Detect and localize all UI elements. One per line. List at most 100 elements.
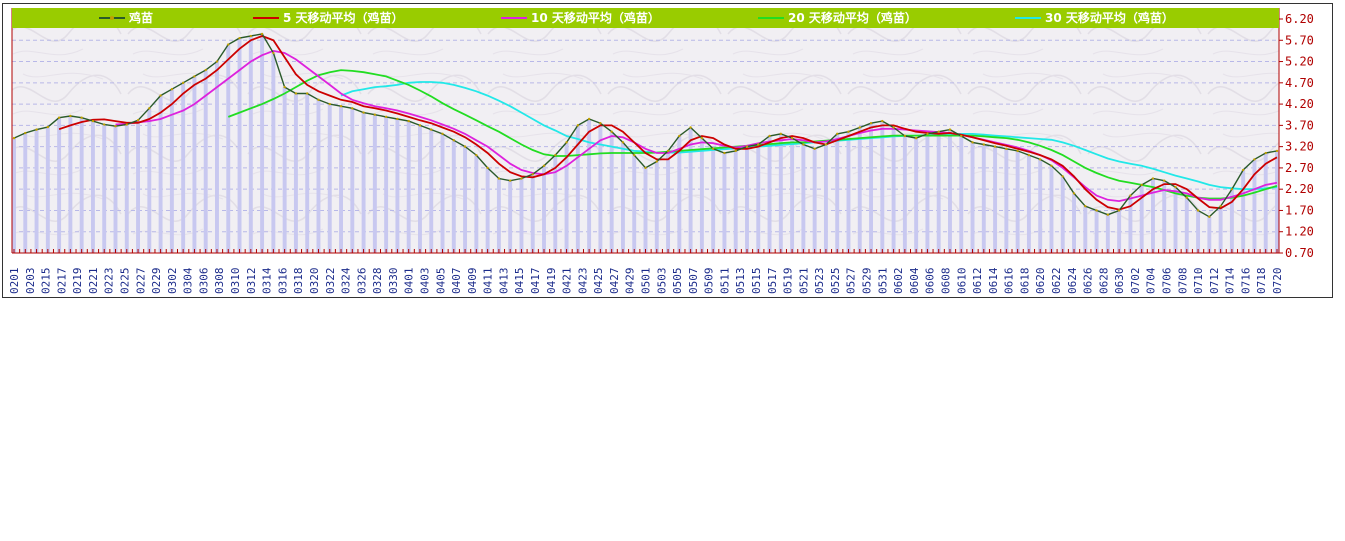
series-line-ma5: [58, 35, 1278, 211]
price-bar: [835, 133, 840, 253]
price-bar: [215, 61, 219, 253]
x-tick-label: 0318: [292, 268, 305, 295]
y-tick-label: 6.20: [1285, 12, 1314, 26]
price-bar: [68, 116, 73, 254]
price-bar: [1117, 210, 1122, 253]
price-bar: [418, 125, 422, 253]
price-bar: [722, 153, 727, 253]
x-tick-label: 0203: [24, 268, 37, 295]
x-tick-label: 0712: [1208, 268, 1221, 295]
price-point: [170, 88, 174, 91]
price-point: [103, 123, 106, 126]
price-bar: [57, 117, 62, 254]
price-point: [565, 141, 568, 144]
price-bar: [316, 99, 321, 253]
price-point: [1275, 149, 1279, 153]
price-point: [745, 145, 749, 148]
price-bar: [1060, 176, 1065, 253]
price-bar: [203, 70, 208, 254]
price-bar: [440, 133, 445, 253]
price-point: [317, 98, 320, 102]
x-tick-label: 0523: [813, 268, 826, 295]
x-tick-label: 0421: [561, 268, 574, 295]
x-tick-label: 0513: [734, 268, 747, 295]
price-point: [114, 125, 117, 128]
price-point: [881, 119, 884, 123]
price-bar: [643, 167, 648, 253]
x-tick-label: 0407: [450, 268, 463, 295]
price-bar: [598, 123, 603, 254]
price-point: [960, 134, 963, 138]
x-tick-label: 0324: [340, 267, 353, 294]
series-line-ma10: [115, 49, 1278, 203]
x-tick-label: 0602: [892, 268, 905, 295]
x-tick-label: 0527: [845, 268, 858, 295]
price-bar: [79, 117, 84, 254]
x-tick-label: 0624: [1066, 267, 1079, 294]
price-point: [193, 75, 196, 78]
price-bar: [1196, 210, 1201, 253]
price-point: [926, 132, 929, 136]
price-point: [700, 136, 704, 140]
price-point: [790, 136, 794, 140]
x-tick-label: 0718: [1255, 268, 1268, 295]
x-tick-label: 0425: [592, 268, 605, 295]
price-bar: [632, 155, 637, 253]
price-point: [430, 128, 433, 131]
price-point: [373, 113, 377, 116]
y-tick-label: 0.70: [1285, 246, 1314, 260]
price-point: [813, 147, 816, 150]
price-point: [655, 160, 658, 163]
price-bar: [474, 155, 479, 253]
x-tick-label: 0229: [150, 268, 163, 295]
price-point: [587, 117, 591, 121]
x-tick-label: 0411: [482, 268, 495, 295]
price-bar: [1162, 180, 1167, 253]
x-tick-label: 0507: [687, 268, 700, 295]
price-bar: [1049, 165, 1054, 253]
x-tick-label: 0509: [703, 268, 716, 295]
price-point: [633, 153, 636, 157]
price-bar: [237, 38, 242, 254]
price-bar: [542, 165, 546, 253]
price-point: [260, 32, 264, 36]
x-tick-label: 0413: [497, 268, 510, 295]
price-point: [542, 164, 546, 167]
x-tick-label: 0501: [640, 268, 653, 295]
price-bar: [429, 129, 434, 253]
price-point: [847, 130, 850, 133]
price-bar: [745, 146, 749, 253]
x-tick-label: 0429: [624, 268, 637, 295]
price-bar: [226, 44, 231, 254]
price-point: [723, 151, 726, 155]
price-point: [1084, 205, 1087, 208]
price-bar: [1218, 206, 1223, 253]
price-bar: [1004, 148, 1009, 253]
y-tick-label: 3.70: [1285, 118, 1314, 132]
price-bar: [1072, 193, 1076, 253]
x-tick-label: 0706: [1160, 268, 1173, 295]
price-point: [1140, 183, 1143, 187]
price-point: [1005, 147, 1008, 150]
x-tick-label: 0610: [955, 268, 968, 295]
x-tick-label: 0417: [529, 268, 542, 295]
price-bar: [293, 93, 298, 253]
price-bar: [305, 93, 310, 253]
price-point: [993, 145, 997, 148]
price-point: [1095, 209, 1098, 212]
y-tick-label: 2.20: [1285, 182, 1314, 196]
x-tick-label: 0223: [103, 268, 116, 295]
price-bar: [778, 133, 783, 253]
price-point: [328, 102, 331, 106]
price-point: [1106, 213, 1110, 216]
legend: 鸡苗 5 天移动平均（鸡苗） 10 天移动平均（鸡苗） 20 天移动平均（鸡苗） 30 …: [12, 8, 1279, 28]
price-bar: [1105, 214, 1110, 253]
price-point: [1219, 205, 1222, 208]
price-bar: [1252, 159, 1257, 253]
price-bar: [260, 33, 265, 254]
x-tick-label: 0511: [718, 268, 731, 295]
price-bar: [688, 127, 693, 253]
x-tick-label: 0201: [8, 268, 21, 295]
price-bar: [45, 127, 50, 253]
price-bar: [790, 138, 795, 253]
